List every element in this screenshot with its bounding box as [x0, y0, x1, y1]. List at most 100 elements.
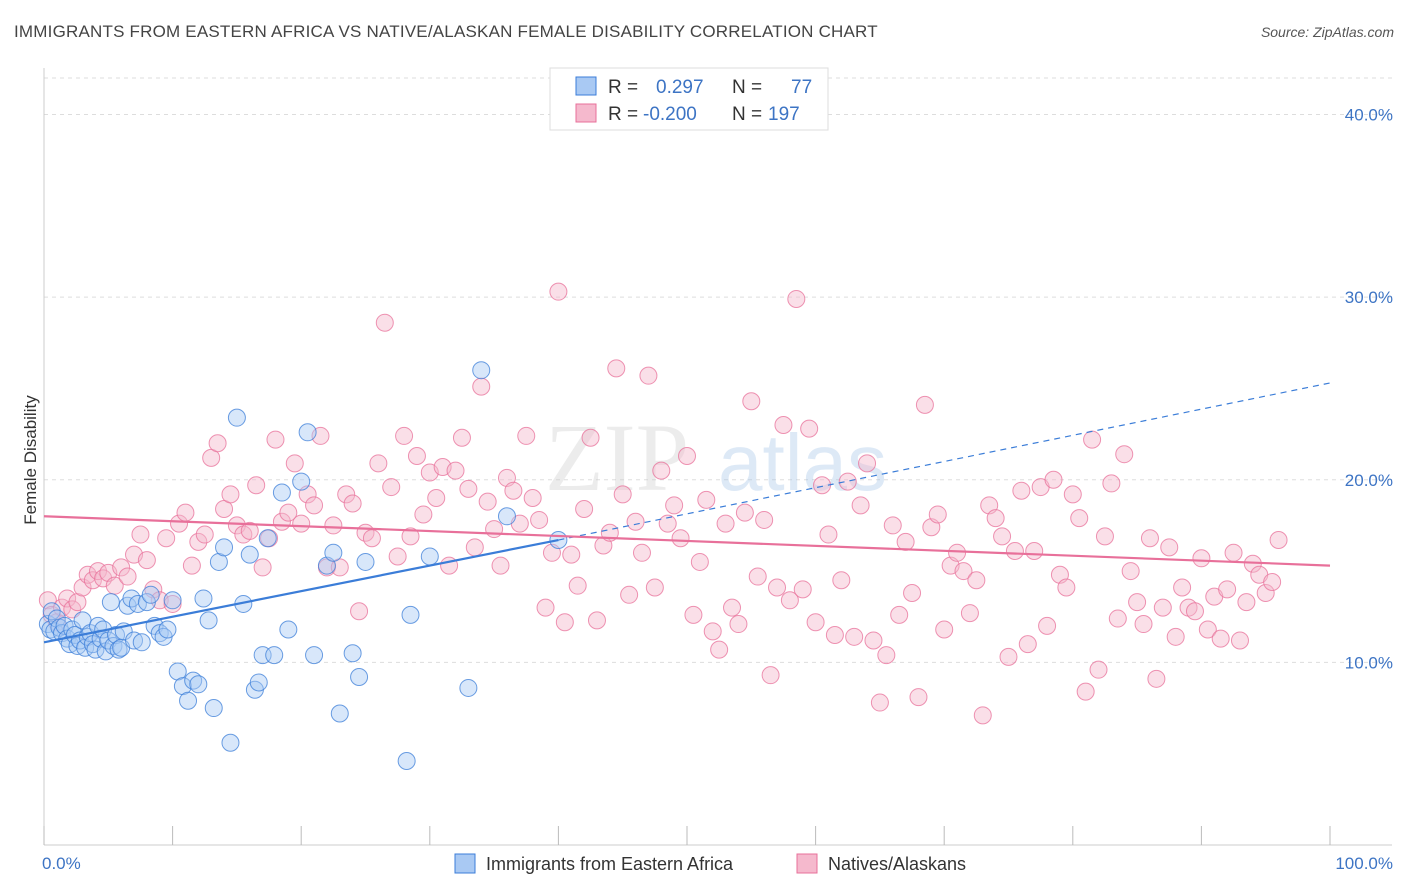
natives-alaskans-point — [890, 605, 909, 624]
natives-alaskans-point — [999, 647, 1018, 666]
natives-alaskans-point — [324, 516, 343, 535]
natives-alaskans-point — [395, 426, 414, 445]
natives-alaskans-point — [523, 489, 542, 508]
natives-alaskans-point — [684, 605, 703, 624]
natives-alaskans-point — [562, 545, 581, 564]
natives-alaskans-point — [967, 571, 986, 590]
eastern-africa-point — [109, 640, 128, 659]
bottom-legend-swatch-pink — [796, 853, 818, 874]
eastern-africa-point — [497, 507, 516, 526]
natives-alaskans-point — [825, 625, 844, 644]
eastern-africa-point — [104, 636, 123, 655]
natives-alaskans-point — [1256, 583, 1275, 602]
natives-alaskans-point — [401, 527, 420, 546]
natives-alaskans-point — [1115, 445, 1134, 464]
natives-alaskans-point — [118, 567, 137, 586]
natives-alaskans-point — [38, 591, 57, 610]
legend-blue-n-value: 77 — [791, 77, 812, 98]
natives-alaskans-points — [38, 282, 1288, 725]
natives-alaskans-point — [112, 558, 131, 577]
natives-alaskans-point — [1147, 669, 1166, 688]
trend-lines — [43, 382, 1331, 644]
natives-alaskans-point — [1160, 538, 1179, 557]
natives-alaskans-point — [182, 556, 201, 575]
natives-alaskans-point — [459, 479, 478, 498]
natives-alaskans-point — [1237, 593, 1256, 612]
natives-alaskans-point — [954, 562, 973, 581]
natives-alaskans-point — [131, 525, 150, 544]
natives-alaskans-point — [1211, 629, 1230, 648]
natives-alaskans-point — [1269, 531, 1288, 550]
natives-alaskans-point — [94, 569, 113, 588]
natives-alaskans-point — [478, 492, 497, 511]
natives-alaskans-point — [793, 580, 812, 599]
legend-pink-r-value: -0.200 — [643, 104, 697, 125]
eastern-africa-point — [179, 691, 198, 710]
axes — [43, 68, 1392, 846]
x-tick-label-max: 100.0% — [1335, 854, 1393, 873]
natives-alaskans-point — [1018, 635, 1037, 654]
natives-alaskans-point — [1140, 529, 1159, 548]
legend-pink-r-label: R = — [608, 104, 638, 125]
natives-alaskans-point — [1095, 527, 1114, 546]
eastern-africa-point — [249, 673, 268, 692]
bottom-legend-swatch-blue — [454, 853, 476, 874]
natives-alaskans-point — [369, 454, 388, 473]
eastern-africa-point — [60, 635, 79, 654]
natives-alaskans-point — [1057, 578, 1076, 597]
natives-alaskans-point — [806, 613, 825, 632]
natives-alaskans-point — [68, 593, 87, 612]
eastern-africa-point — [397, 751, 416, 770]
natives-alaskans-point — [768, 578, 787, 597]
natives-alaskans-point — [414, 505, 433, 524]
natives-alaskans-point — [986, 509, 1005, 528]
natives-alaskans-point — [800, 419, 819, 438]
natives-alaskans-point — [382, 478, 401, 497]
natives-alaskans-point — [446, 461, 465, 480]
natives-alaskans-point — [1025, 541, 1044, 560]
natives-alaskans-point — [530, 510, 549, 529]
eastern-africa-point — [158, 620, 177, 639]
natives-alaskans-point — [465, 538, 484, 557]
natives-alaskans-point — [1218, 580, 1237, 599]
eastern-africa-point — [163, 591, 182, 610]
natives-alaskans-point — [375, 313, 394, 332]
natives-alaskans-point — [549, 282, 568, 301]
eastern-africa-point — [101, 593, 120, 612]
natives-alaskans-point — [665, 496, 684, 515]
natives-alaskans-point — [703, 622, 722, 641]
natives-alaskans-point — [903, 583, 922, 602]
natives-alaskans-point — [581, 428, 600, 447]
natives-alaskans-point — [157, 529, 176, 548]
eastern-africa-point — [356, 552, 375, 571]
eastern-africa-point — [194, 589, 213, 608]
natives-alaskans-point — [568, 576, 587, 595]
natives-alaskans-point — [716, 514, 735, 533]
natives-alaskans-point — [1166, 627, 1185, 646]
natives-alaskans-point — [851, 496, 870, 515]
natives-alaskans-point — [1076, 682, 1095, 701]
natives-alaskans-point — [780, 591, 799, 610]
natives-alaskans-point — [504, 481, 523, 500]
natives-alaskans-point — [915, 395, 934, 414]
natives-alaskans-point — [485, 520, 504, 539]
natives-alaskans-point — [774, 415, 793, 434]
natives-alaskans-point — [1038, 616, 1057, 635]
eastern-africa-point — [330, 704, 349, 723]
natives-alaskans-point — [1185, 602, 1204, 621]
eastern-africa-point — [125, 631, 144, 650]
natives-alaskans-point — [240, 521, 259, 540]
eastern-africa-point — [298, 423, 317, 442]
natives-alaskans-point — [787, 289, 806, 308]
natives-alaskans-point — [1063, 485, 1082, 504]
natives-alaskans-point — [58, 589, 77, 608]
natives-alaskans-point — [1224, 543, 1243, 562]
eastern-africa-point — [279, 620, 298, 639]
eastern-africa-point — [265, 646, 284, 665]
eastern-africa-point — [258, 529, 277, 548]
natives-alaskans-point — [362, 529, 381, 548]
natives-alaskans-point — [973, 706, 992, 725]
natives-alaskans-point — [883, 516, 902, 535]
natives-alaskans-point — [993, 527, 1012, 546]
natives-alaskans-point — [1102, 474, 1121, 493]
